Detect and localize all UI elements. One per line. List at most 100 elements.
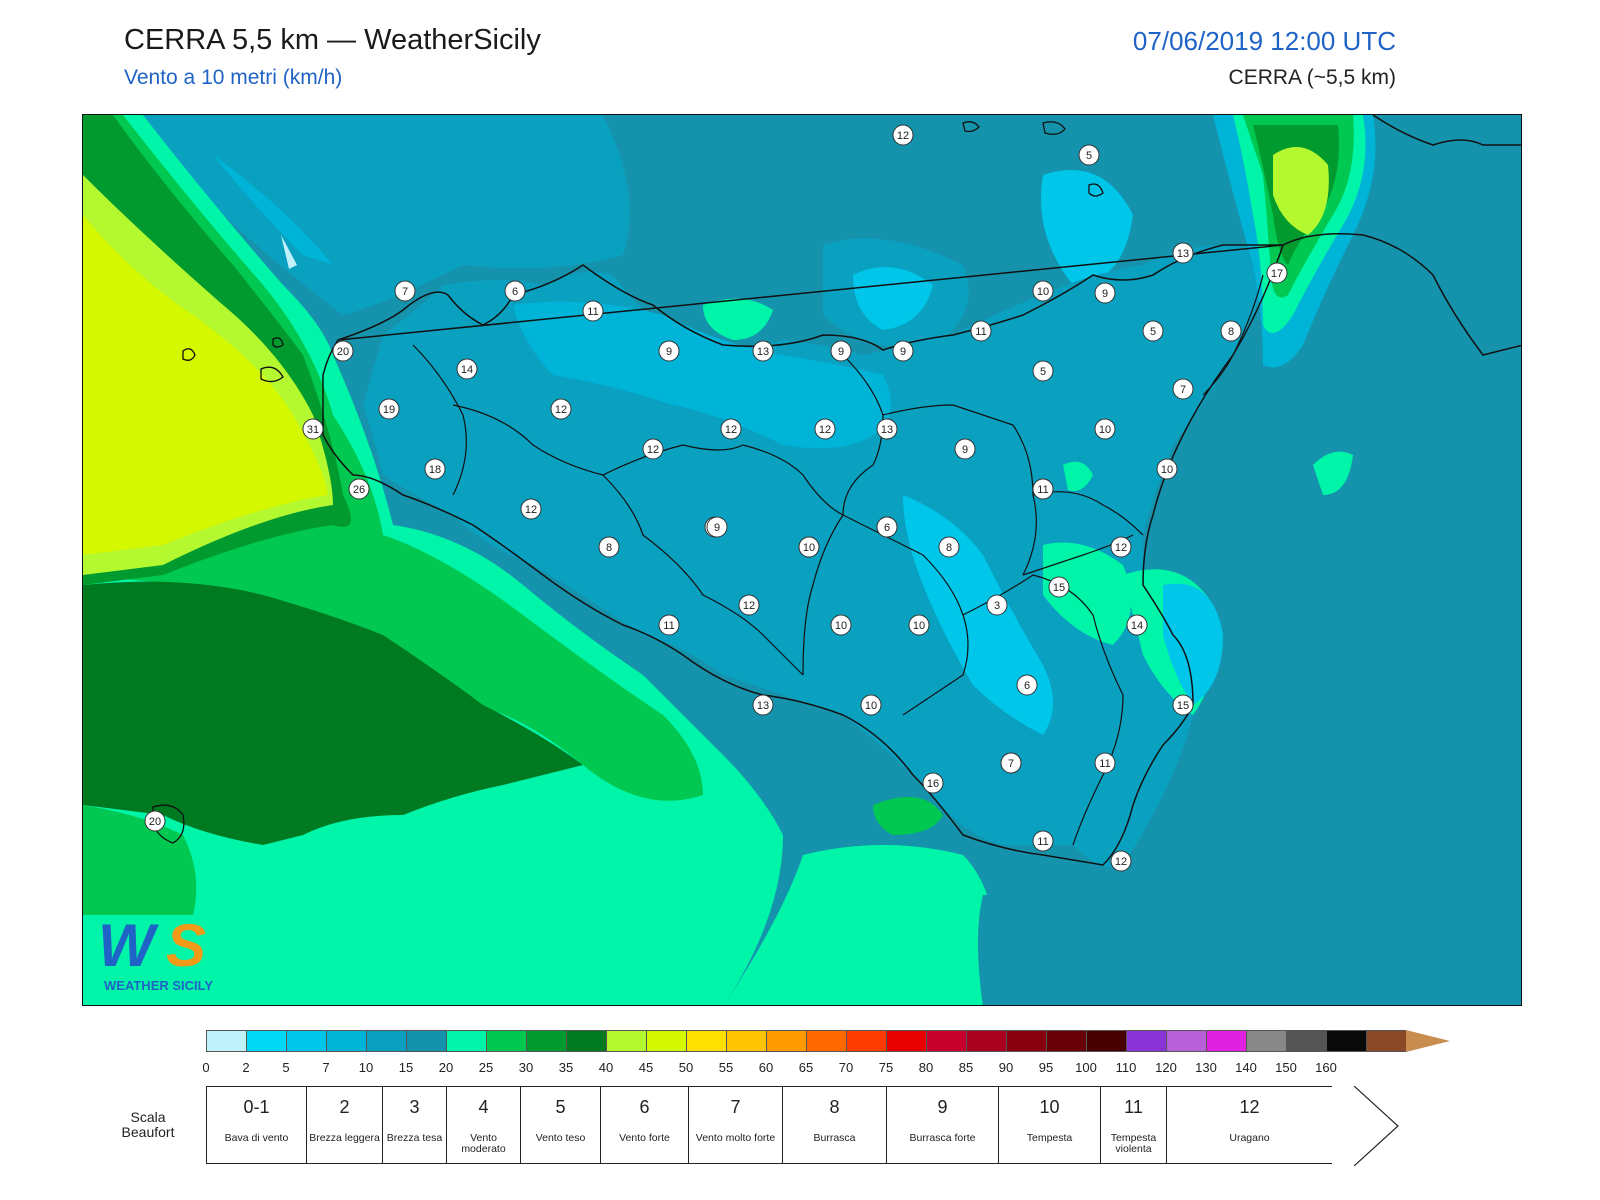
- colorbar-cell: [246, 1030, 286, 1052]
- station-wind-value: 20: [337, 346, 349, 358]
- pantelleria-island: [152, 804, 185, 844]
- colorbar-cell: [286, 1030, 326, 1052]
- station-marker-circle: [1110, 536, 1132, 558]
- beaufort-name: Burrasca forte: [909, 1132, 976, 1144]
- station-marker-circle: [582, 300, 604, 322]
- logo-text: WEATHER SICILY: [104, 978, 213, 993]
- colorbar-cell: [1206, 1030, 1246, 1052]
- wind-speed-colorbar: [206, 1030, 1450, 1054]
- colorbar-cell: [326, 1030, 366, 1052]
- forecast-datetime: 07/06/2019 12:00 UTC: [1132, 26, 1396, 56]
- colorbar-cell: [406, 1030, 446, 1052]
- colorbar-tick-label: 60: [758, 1060, 774, 1075]
- station-marker: 11: [1032, 478, 1054, 500]
- station-marker: 13: [1172, 242, 1194, 264]
- province-boundary: [882, 404, 1037, 576]
- weathersicily-logo: W S WEATHER SICILY: [96, 904, 256, 1004]
- station-marker-circle: [1000, 752, 1022, 774]
- station-wind-value: 5: [1040, 366, 1046, 378]
- station-marker-circle: [1142, 320, 1164, 342]
- station-marker: 16: [922, 772, 944, 794]
- station-marker-circle: [798, 536, 820, 558]
- beaufort-number: 5: [555, 1097, 566, 1117]
- colorbar-tick-label: 110: [1115, 1060, 1137, 1075]
- colorbar-tick-label: 85: [958, 1060, 974, 1075]
- beaufort-name: Vento moderato: [461, 1132, 506, 1155]
- colorbar-cell: [686, 1030, 726, 1052]
- colorbar-cell: [486, 1030, 526, 1052]
- station-marker: 12: [738, 594, 760, 616]
- wind-field-south-patch: [873, 797, 943, 835]
- station-marker-circle: [550, 398, 572, 420]
- sicily-interior-east: [903, 495, 1053, 735]
- station-wind-value: 3: [994, 600, 1000, 612]
- colorbar-tick-label: 40: [598, 1060, 614, 1075]
- beaufort-scale-arrow: [1354, 1086, 1399, 1166]
- wind-map: 12 5 13 17 7 6 11 10 9 20 14 9 13 9 9 11 5 8 12 19 31 12 12 13 1…: [82, 114, 1522, 1006]
- beaufort-name: Tempesta violenta: [1110, 1132, 1157, 1155]
- logo-mark-w: W: [98, 912, 159, 979]
- station-marker-circle: [986, 594, 1008, 616]
- beaufort-number: 0-1: [243, 1097, 270, 1117]
- station-wind-value: 9: [900, 346, 906, 358]
- station-wind-value: 14: [461, 364, 473, 376]
- station-wind-value: 12: [1115, 856, 1127, 868]
- station-marker: 6: [1016, 674, 1038, 696]
- station-marker: 10: [908, 614, 930, 636]
- logo-mark-s: S: [166, 912, 206, 979]
- station-marker-circle: [456, 358, 478, 380]
- colorbar-tick-label: 55: [718, 1060, 734, 1075]
- colorbar-tick-label: 80: [918, 1060, 934, 1075]
- station-marker: 5: [1142, 320, 1164, 342]
- station-wind-value: 31: [307, 424, 319, 436]
- station-wind-value: 26: [353, 484, 365, 496]
- beaufort-name: Bava di vento: [224, 1132, 289, 1144]
- beaufort-cell: 8 Burrasca: [782, 1086, 886, 1164]
- station-wind-value: 5: [1150, 326, 1156, 338]
- station-marker-circle: [1032, 478, 1054, 500]
- messina-coast: [1202, 274, 1264, 396]
- station-wind-value: 10: [913, 620, 925, 632]
- colorbar-tick-label: 70: [838, 1060, 854, 1075]
- station-marker: 11: [582, 300, 604, 322]
- wind-field-ionian: [978, 875, 1521, 1005]
- colorbar-tick-label: 2: [242, 1060, 250, 1075]
- colorbar-tick-label: 140: [1235, 1060, 1257, 1075]
- wind-field-southwest-dark: [83, 581, 583, 845]
- station-marker-circle: [1110, 850, 1132, 872]
- station-wind-value: 10: [1099, 424, 1111, 436]
- station-marker: 17: [1266, 262, 1288, 284]
- station-marker-circle: [1032, 830, 1054, 852]
- station-marker: 14: [1126, 614, 1148, 636]
- station-wind-value: 8: [1228, 326, 1234, 338]
- station-marker-circle: [814, 418, 836, 440]
- station-marker-circle: [876, 516, 898, 538]
- colorbar-tick-label: 15: [398, 1060, 414, 1075]
- colorbar-cell: [926, 1030, 966, 1052]
- station-marker: 9: [706, 516, 728, 538]
- station-marker-circle: [892, 124, 914, 146]
- station-marker-circle: [1220, 320, 1242, 342]
- station-wind-value: 9: [714, 522, 720, 534]
- beaufort-name: Uragano: [1229, 1132, 1270, 1144]
- wind-patch-calabria: [1313, 451, 1353, 495]
- station-marker-circle: [302, 418, 324, 440]
- station-wind-value: 9: [838, 346, 844, 358]
- calabria-north-coastline: [1372, 115, 1521, 146]
- station-marker-circle: [658, 340, 680, 362]
- province-boundary: [742, 444, 844, 676]
- aeolian-island-alicudi: [1042, 121, 1066, 135]
- beaufort-number: 3: [409, 1097, 420, 1117]
- station-marker-circle: [752, 694, 774, 716]
- province-boundary: [962, 574, 1124, 846]
- station-marker-circle: [1094, 752, 1116, 774]
- colorbar-tick-label: 100: [1075, 1060, 1097, 1075]
- station-marker-circle: [876, 418, 898, 440]
- colorbar-tick-label: 130: [1195, 1060, 1217, 1075]
- colorbar-cell: [966, 1030, 1006, 1052]
- station-marker-circle: [938, 536, 960, 558]
- colorbar-tick-label: 150: [1275, 1060, 1297, 1075]
- station-wind-value: 13: [757, 700, 769, 712]
- beaufort-cell: 7 Vento molto forte: [688, 1086, 782, 1164]
- beaufort-cell: 11 Tempesta violenta: [1100, 1086, 1166, 1164]
